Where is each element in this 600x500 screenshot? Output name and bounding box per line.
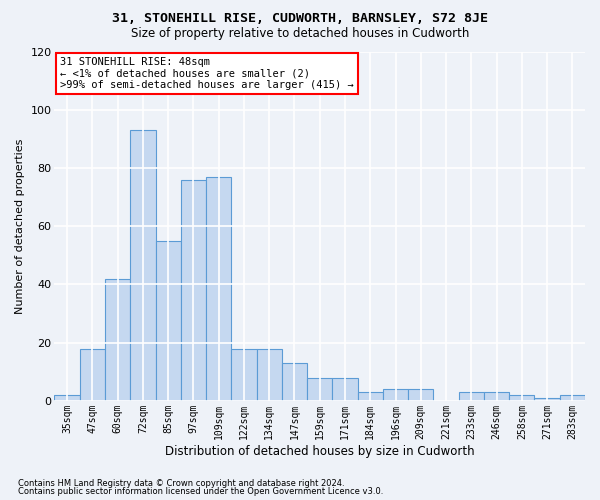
Text: Contains public sector information licensed under the Open Government Licence v3: Contains public sector information licen… (18, 487, 383, 496)
Bar (509, 395, 535, 401)
Bar (232, 348, 257, 401)
Bar (307, 378, 332, 401)
Bar (383, 390, 408, 401)
Bar (206, 176, 232, 401)
Bar (105, 278, 130, 401)
Bar (80, 348, 105, 401)
Bar (358, 392, 383, 401)
Bar (484, 392, 509, 401)
Bar (130, 130, 155, 401)
Bar (155, 241, 181, 401)
Bar (332, 378, 358, 401)
Text: Contains HM Land Registry data © Crown copyright and database right 2024.: Contains HM Land Registry data © Crown c… (18, 478, 344, 488)
Text: 31, STONEHILL RISE, CUDWORTH, BARNSLEY, S72 8JE: 31, STONEHILL RISE, CUDWORTH, BARNSLEY, … (112, 12, 488, 26)
Bar (535, 398, 560, 401)
Bar (560, 395, 585, 401)
X-axis label: Distribution of detached houses by size in Cudworth: Distribution of detached houses by size … (165, 444, 475, 458)
Bar (408, 390, 433, 401)
Bar (181, 180, 206, 401)
Bar (257, 348, 282, 401)
Bar (55, 395, 80, 401)
Bar (282, 363, 307, 401)
Y-axis label: Number of detached properties: Number of detached properties (15, 138, 25, 314)
Text: 31 STONEHILL RISE: 48sqm
← <1% of detached houses are smaller (2)
>99% of semi-d: 31 STONEHILL RISE: 48sqm ← <1% of detach… (60, 56, 353, 90)
Text: Size of property relative to detached houses in Cudworth: Size of property relative to detached ho… (131, 28, 469, 40)
Bar (458, 392, 484, 401)
